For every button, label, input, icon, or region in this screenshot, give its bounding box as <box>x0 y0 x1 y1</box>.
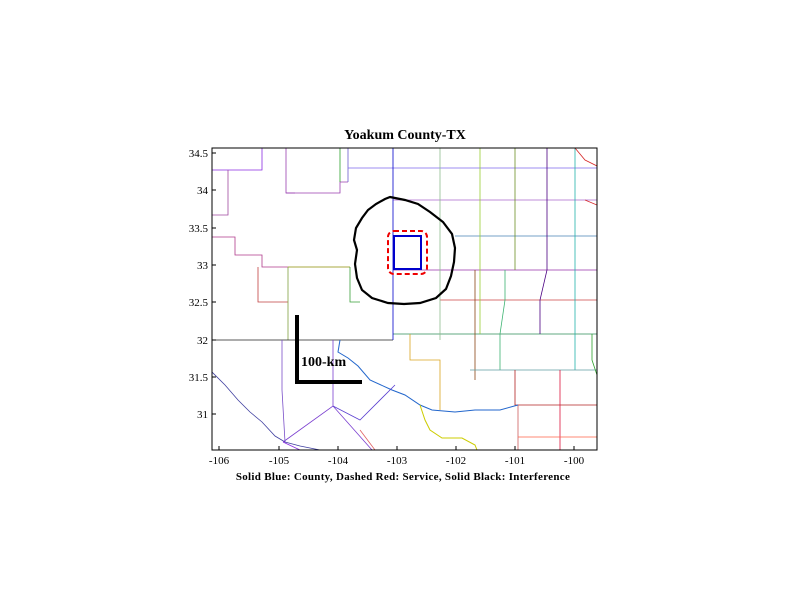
x-tick-label: -104 <box>328 455 349 467</box>
map-plot-area: 100-km <box>211 147 598 451</box>
y-tick-label: 32 <box>197 335 208 347</box>
scale-bar-label: 100-km <box>301 355 346 370</box>
y-tick-label: 32.5 <box>189 297 209 309</box>
service-contour <box>387 230 428 275</box>
x-axis: -106 -105 -104 -103 -102 -101 -100 <box>209 446 585 467</box>
x-tick-label: -105 <box>269 455 290 467</box>
y-axis: 34.5 34 33.5 33 32.5 32 31.5 31 <box>189 148 216 421</box>
plot-background <box>212 148 597 450</box>
plot-frame <box>211 147 598 451</box>
boundary-lines <box>212 148 597 450</box>
x-tick-label: -106 <box>209 455 230 467</box>
y-tick-label: 31.5 <box>189 372 209 384</box>
y-tick-label: 33.5 <box>189 223 209 235</box>
map-title: Yoakum County-TX <box>344 128 466 143</box>
x-tick-label: -103 <box>387 455 408 467</box>
y-tick-label: 34 <box>197 185 209 197</box>
county-boundary <box>393 235 422 270</box>
x-tick-label: -101 <box>505 455 525 467</box>
y-tick-label: 33 <box>197 260 209 272</box>
y-tick-label: 31 <box>197 409 208 421</box>
y-tick-label: 34.5 <box>189 148 209 160</box>
interference-contour <box>352 195 457 306</box>
scale-bar: 100-km <box>295 315 362 384</box>
x-tick-label: -102 <box>446 455 466 467</box>
x-tick-label: -100 <box>564 455 585 467</box>
map-caption: Solid Blue: County, Dashed Red: Service,… <box>236 471 570 483</box>
